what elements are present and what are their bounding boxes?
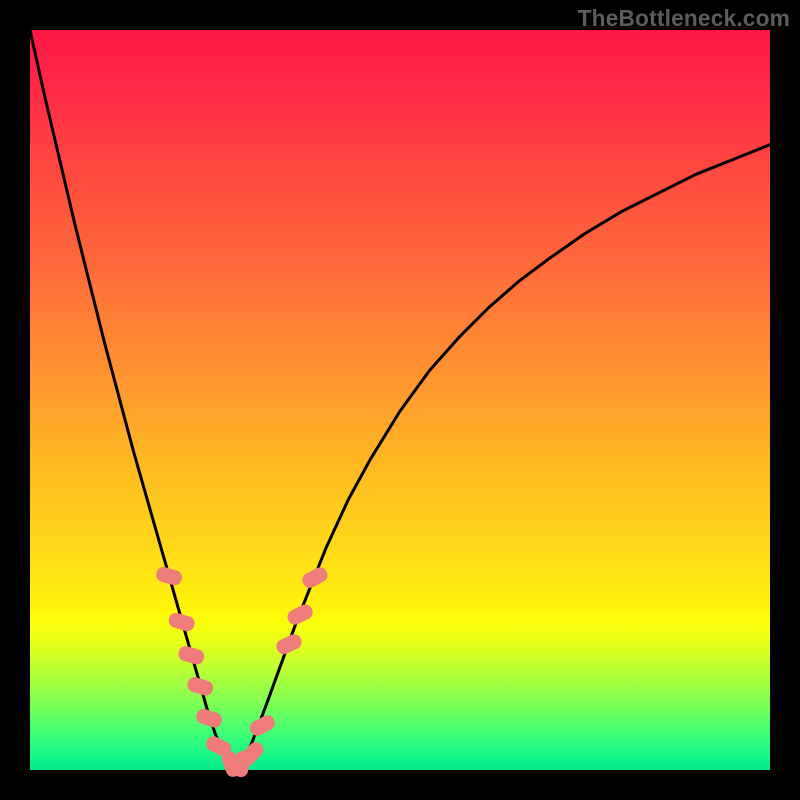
plot-background xyxy=(30,30,770,770)
curve-layer xyxy=(0,0,800,800)
chart-root: TheBottleneck.com xyxy=(0,0,800,800)
